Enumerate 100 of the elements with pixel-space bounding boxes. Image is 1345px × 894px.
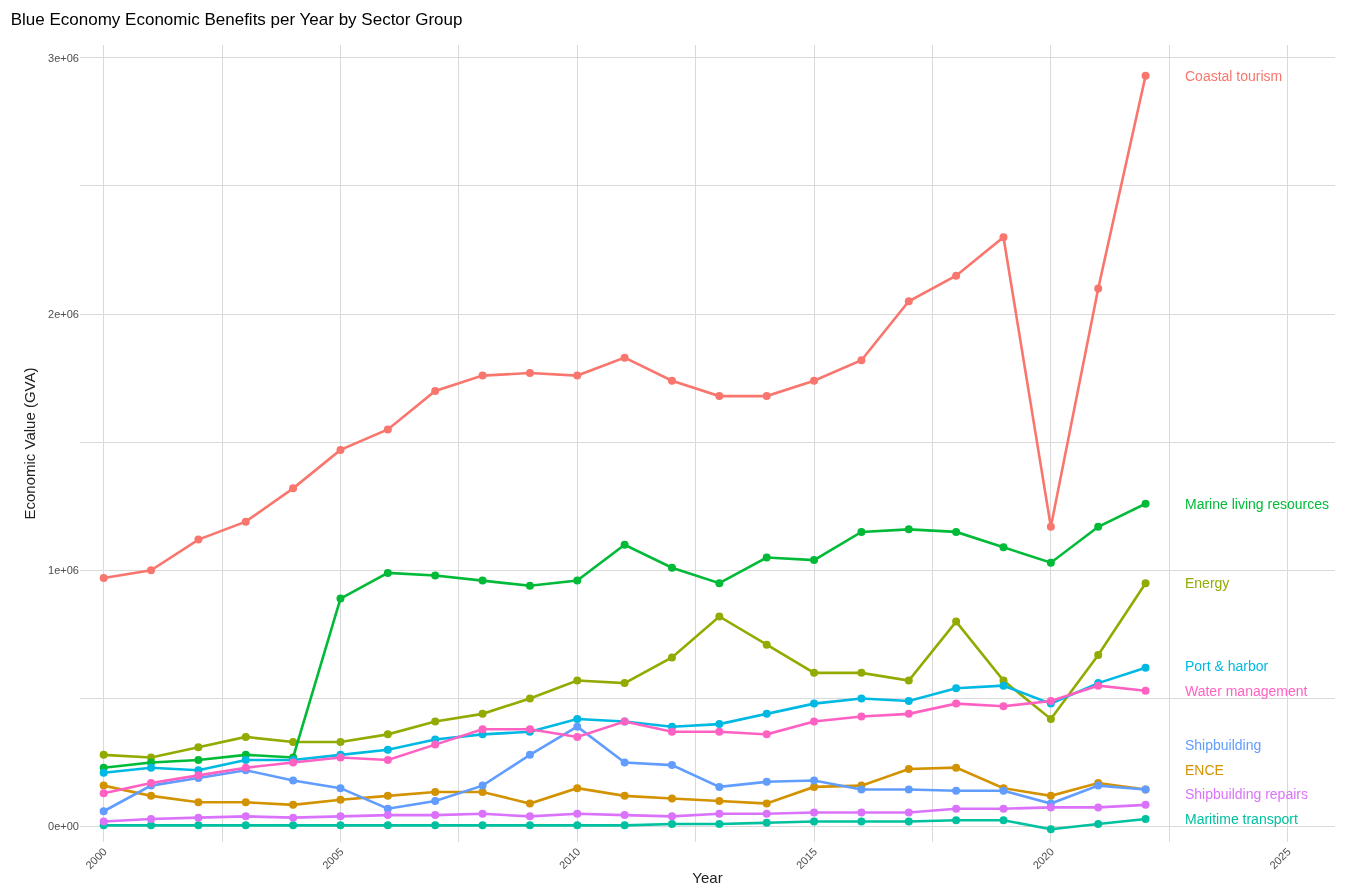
- point: [573, 821, 582, 830]
- point: [99, 750, 108, 759]
- point: [525, 812, 534, 821]
- point: [715, 797, 724, 805]
- point: [810, 782, 819, 791]
- point: [715, 809, 724, 818]
- point: [478, 725, 487, 734]
- point: [904, 676, 913, 685]
- point: [1141, 499, 1150, 508]
- point: [573, 784, 582, 793]
- point: [762, 818, 771, 827]
- point: [1141, 71, 1150, 80]
- point: [810, 699, 819, 708]
- point: [952, 699, 961, 708]
- text: Water management: [1185, 683, 1308, 699]
- point: [715, 720, 724, 729]
- point: [810, 376, 819, 385]
- point: [99, 807, 108, 816]
- point: [573, 722, 582, 731]
- point: [241, 732, 250, 741]
- point: [241, 517, 250, 526]
- point: [525, 581, 534, 590]
- point: [478, 821, 487, 830]
- point: [147, 814, 156, 823]
- point: [573, 732, 582, 741]
- point: [383, 730, 392, 739]
- point: [147, 566, 156, 575]
- point: [999, 816, 1008, 825]
- point: [952, 804, 961, 813]
- point: [147, 763, 156, 772]
- point: [431, 386, 440, 395]
- point: [857, 356, 866, 365]
- point: [904, 709, 913, 718]
- point: [857, 668, 866, 677]
- point: [99, 768, 108, 777]
- point: [762, 709, 771, 718]
- point: [1141, 800, 1150, 809]
- point: [620, 758, 629, 767]
- point: [999, 543, 1008, 552]
- point: [1094, 820, 1103, 829]
- point: [904, 525, 913, 534]
- point: [194, 813, 203, 822]
- text: Coastal tourism: [1185, 68, 1283, 84]
- chart-title: Blue Economy Economic Benefits per Year by Sector Group: [10, 10, 463, 30]
- point: [99, 781, 108, 790]
- point: [573, 714, 582, 723]
- point: [478, 709, 487, 718]
- point: [999, 804, 1008, 813]
- point: [289, 776, 298, 785]
- point: [810, 556, 819, 565]
- point: [525, 694, 534, 703]
- point: [904, 808, 913, 817]
- point: [1094, 284, 1103, 293]
- point: [762, 777, 771, 786]
- point: [289, 800, 298, 809]
- point: [952, 271, 961, 280]
- point: [952, 763, 961, 772]
- point: [999, 233, 1008, 242]
- point: [478, 371, 487, 380]
- point: [478, 809, 487, 818]
- point: [667, 820, 676, 829]
- point: [810, 808, 819, 817]
- point: [525, 750, 534, 759]
- text: Port & harbor: [1185, 658, 1269, 674]
- point: [667, 794, 676, 803]
- point: [241, 798, 250, 807]
- point: [336, 738, 345, 747]
- point: [525, 799, 534, 808]
- point: [620, 679, 629, 688]
- point: [620, 791, 629, 800]
- point: [383, 425, 392, 434]
- point: [715, 782, 724, 791]
- point: [620, 353, 629, 362]
- point: [194, 755, 203, 764]
- point: [715, 727, 724, 736]
- point: [289, 821, 298, 830]
- point: [904, 785, 913, 794]
- point: [1094, 522, 1103, 531]
- point: [383, 568, 392, 577]
- point: [667, 376, 676, 385]
- point: [147, 791, 156, 800]
- point: [620, 811, 629, 820]
- point: [952, 684, 961, 693]
- text: Energy: [1185, 575, 1230, 591]
- text: Marine living resources: [1185, 496, 1329, 512]
- point: [952, 617, 961, 626]
- point: [99, 789, 108, 798]
- point: [336, 821, 345, 830]
- point: [194, 743, 203, 752]
- point: [336, 594, 345, 603]
- point: [715, 612, 724, 621]
- point: [857, 694, 866, 703]
- point: [762, 809, 771, 818]
- point: [383, 745, 392, 754]
- point: [810, 776, 819, 785]
- text: Shipbuilding: [1185, 737, 1262, 753]
- point: [1094, 650, 1103, 659]
- point: [241, 812, 250, 821]
- point: [715, 820, 724, 829]
- x-axis-title: Year: [692, 869, 723, 887]
